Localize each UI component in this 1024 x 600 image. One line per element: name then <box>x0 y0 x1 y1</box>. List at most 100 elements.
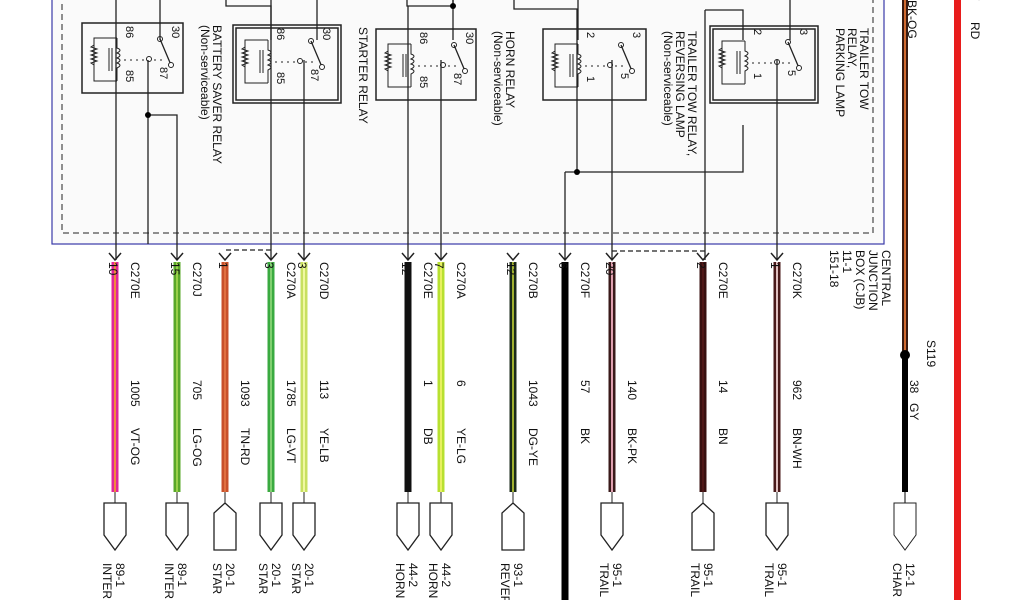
wire-gy <box>902 355 908 492</box>
pin-label: 5 <box>618 73 630 79</box>
pin-label: 87 <box>451 73 463 85</box>
right-side-wires: BK-OG S119 38 GY 12-1 CHAR 7 RD <box>890 0 982 600</box>
circuit-color: GY <box>907 403 921 420</box>
male-connector-icon <box>259 502 283 552</box>
female-connector-icon <box>691 502 715 551</box>
connector-id: C270E <box>421 262 435 299</box>
dest-name: INTER <box>100 563 114 599</box>
wire-stripe <box>114 262 116 492</box>
contact-icon <box>297 58 303 64</box>
relay-name: RELAY, <box>845 28 859 68</box>
circuit-color: YE-LG <box>454 428 468 464</box>
relay-box <box>709 25 819 104</box>
dest-name: HORN <box>393 563 407 598</box>
circuit-color: DB <box>421 428 435 445</box>
connector-pin-icon <box>170 252 184 262</box>
circuit-number: 38 <box>907 380 921 394</box>
pin-label: 86 <box>123 26 135 38</box>
coil-icon <box>576 44 582 87</box>
circuit-number: 962 <box>790 380 804 400</box>
connector-pin-icon <box>297 252 311 262</box>
internal-wire <box>513 0 578 170</box>
connector-id: C270A <box>284 262 298 299</box>
resistor-icon <box>240 46 250 68</box>
circuit-number: 1043 <box>526 380 540 407</box>
connector-pin-icon <box>264 252 278 262</box>
dest-page: 44-2 <box>406 563 420 587</box>
wire-stripe <box>512 262 514 492</box>
contact-icon <box>319 64 325 70</box>
circuit-number: 1 <box>421 380 435 387</box>
switch-icon <box>453 44 466 72</box>
connector-pin-icon <box>401 252 415 262</box>
switch-icon <box>159 38 172 66</box>
connector-pin-icon <box>770 252 784 262</box>
pin-label: 86 <box>274 28 286 40</box>
dest-name: INTER <box>162 563 176 599</box>
contact-icon <box>796 65 802 71</box>
connector-pin-icon <box>696 252 710 262</box>
pin-label: 2 <box>584 32 596 38</box>
circuit-number: 113 <box>317 380 331 399</box>
pin-label: 85 <box>417 76 429 88</box>
circuit-number: 14 <box>716 380 730 394</box>
connector-id: C270A <box>454 262 468 299</box>
connector-id: C270D <box>317 262 331 300</box>
resistor-icon <box>383 50 393 72</box>
relay-name: (Non-serviceable) <box>491 31 505 126</box>
dest-name: CHAR <box>890 563 904 597</box>
wire-stripe <box>440 262 442 492</box>
wire-stripe <box>611 262 613 492</box>
cjb-line: JUNCTION <box>866 250 880 311</box>
dest-page: 93-1 <box>511 563 525 587</box>
pin-label: 85 <box>123 70 135 82</box>
cjb-line: 151-18 <box>827 250 841 288</box>
connector-pin: 1 <box>768 262 782 269</box>
wire-bk-og-label: BK-OG <box>905 0 919 39</box>
connector-id: C270E <box>128 262 142 299</box>
circuit-color: BN-WH <box>790 428 804 469</box>
coil-icon <box>409 44 415 87</box>
splice-label: S119 <box>924 340 938 367</box>
connector-id: C270J <box>190 262 204 297</box>
wire-rd <box>954 0 961 600</box>
switch-icon <box>787 41 800 69</box>
circuit-color: YE-LB <box>317 428 331 463</box>
relay-box-inner <box>235 27 339 101</box>
dest-page: 20-1 <box>269 563 283 587</box>
junction-dot <box>145 112 151 118</box>
internal-wire <box>148 114 178 260</box>
relay-name: STARTER RELAY <box>356 27 370 124</box>
relay-box <box>542 28 647 101</box>
dest-name: STAR <box>256 563 270 594</box>
female-connector-icon <box>213 502 237 551</box>
wire-stripe <box>176 262 178 492</box>
dest-page: 20-1 <box>223 563 237 587</box>
connector-id: C270B <box>526 262 540 299</box>
pin-label: 30 <box>169 26 181 38</box>
connector-pin: 15 <box>168 262 182 276</box>
circuit-number: 1005 <box>128 380 142 407</box>
dest-page: 89-1 <box>113 563 127 587</box>
dest-page: 89-1 <box>175 563 189 587</box>
relay-name: REVERSING LAMP <box>673 31 687 138</box>
dest-name: STAR <box>210 563 224 594</box>
connector-id: C270E <box>716 262 730 299</box>
pin-label: 3 <box>797 29 809 35</box>
connector-pin-icon <box>605 252 619 262</box>
relay-name: HORN RELAY <box>503 31 517 108</box>
circuit-color: LG-OG <box>190 428 204 467</box>
pin-label: 87 <box>157 67 169 79</box>
connector-id: C270K <box>790 262 804 299</box>
coil-icon <box>743 41 749 84</box>
connector-pin-icon <box>218 252 232 262</box>
wire-body <box>561 262 569 600</box>
wire-stripe <box>702 262 704 492</box>
contact-icon <box>168 62 174 68</box>
